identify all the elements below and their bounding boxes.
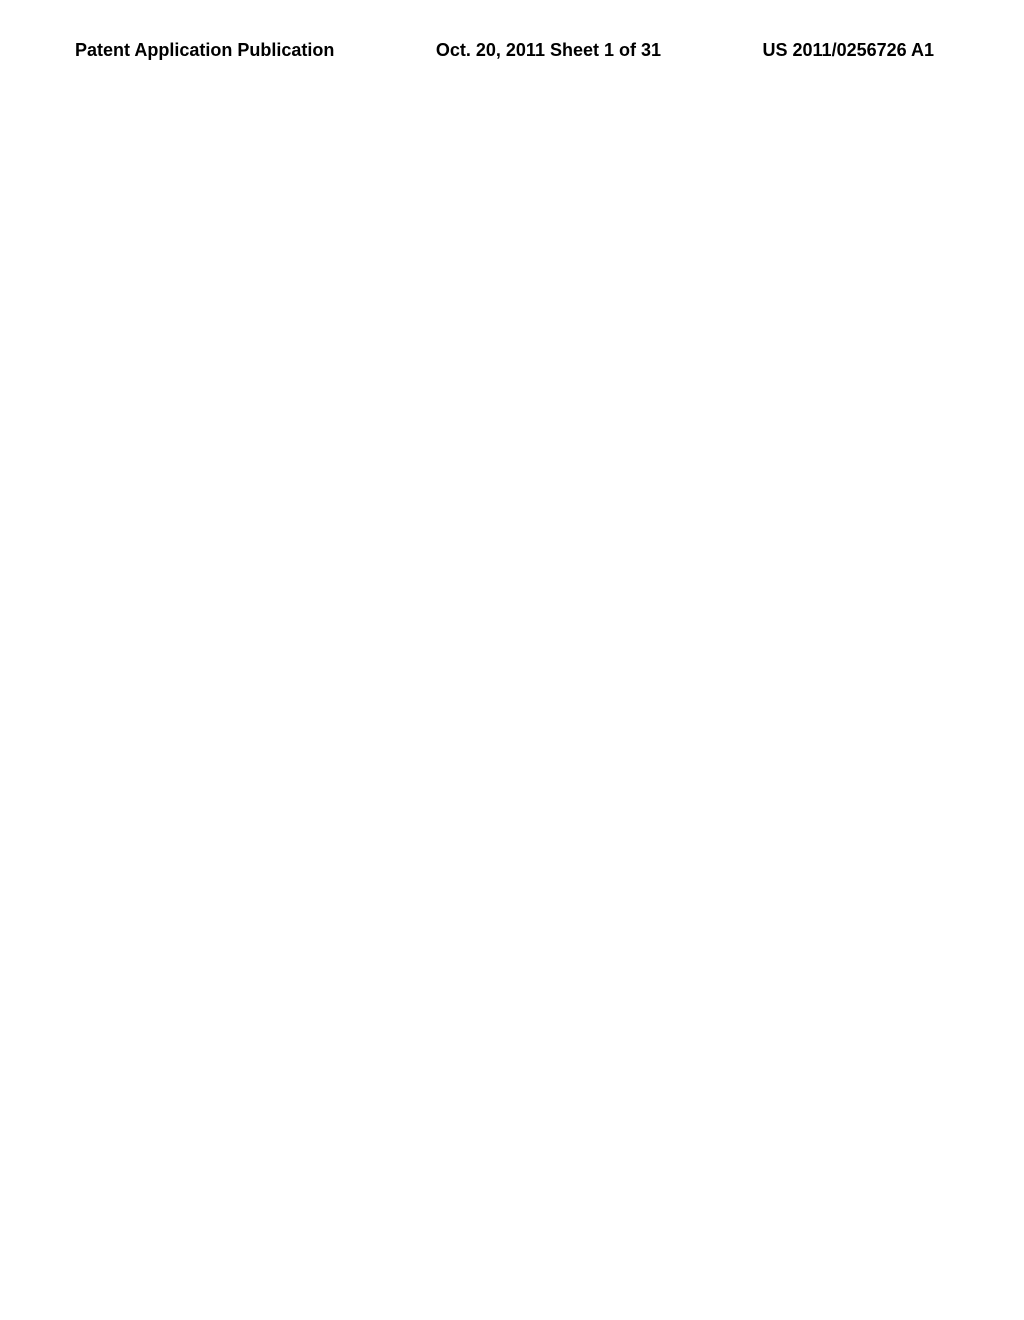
header-right: US 2011/0256726 A1 <box>763 40 934 61</box>
figure-rotated: 100 ↘ AEXPOSUREPHASE120AB EXPOSUREPHASE … <box>0 0 95 150</box>
header-center: Oct. 20, 2011 Sheet 1 of 31 <box>436 40 661 61</box>
header-left: Patent Application Publication <box>75 40 334 61</box>
figure-container: 100 ↘ AEXPOSUREPHASE120AB EXPOSUREPHASE … <box>95 150 835 1170</box>
page-header: Patent Application Publication Oct. 20, … <box>0 40 1024 61</box>
